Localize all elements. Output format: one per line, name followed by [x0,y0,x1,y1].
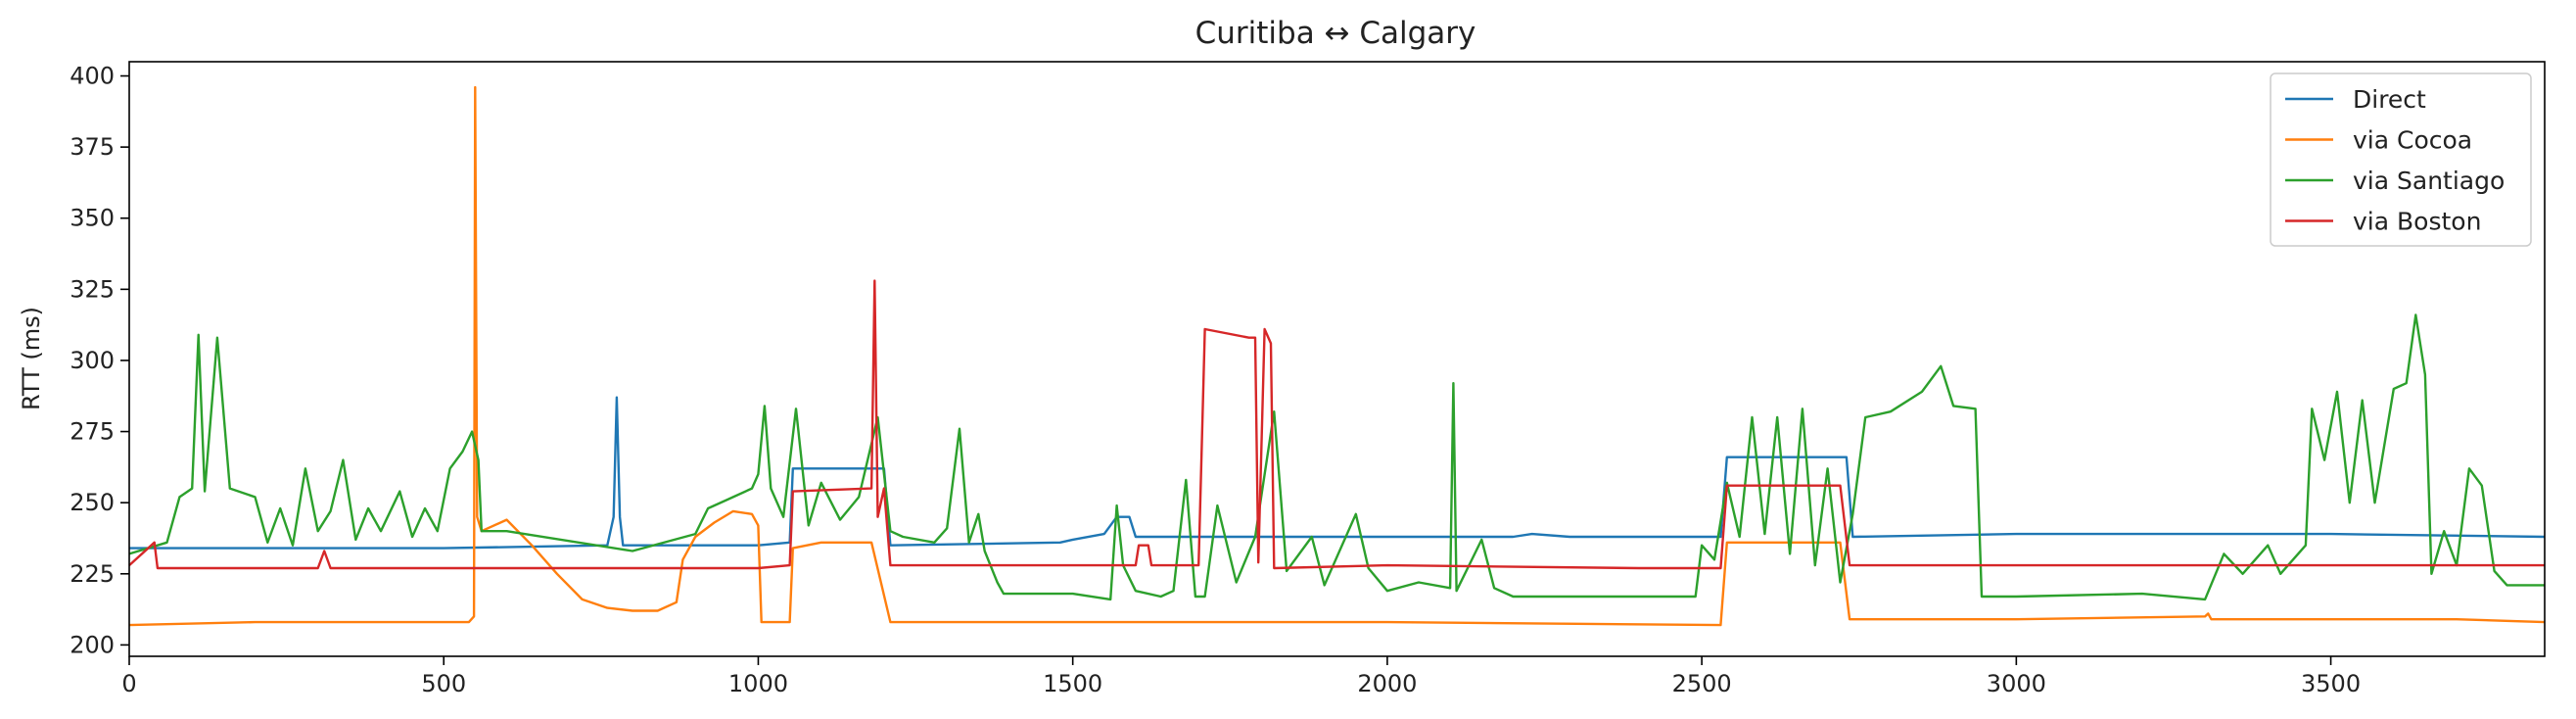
legend-label: via Cocoa [2353,126,2472,155]
y-tick-label: 250 [70,489,115,516]
y-tick-label: 350 [70,205,115,232]
x-tick-label: 500 [421,670,466,697]
x-tick-label: 1000 [728,670,788,697]
series-line-2 [128,313,2545,601]
y-tick-label: 375 [70,133,115,161]
y-axis-ticks: 200 225 250 275 300 325 350 375 400 [70,63,129,658]
series-line-1 [128,85,2546,627]
x-tick-label: 3000 [1987,670,2046,697]
x-tick-label: 1500 [1043,670,1102,697]
legend-label: Direct [2353,85,2426,114]
legend-label: via Santiago [2353,167,2505,195]
x-tick-label: 3500 [2301,670,2361,697]
plot-lines [128,85,2546,627]
legend-box [2270,72,2532,247]
series-line-3 [128,279,2545,570]
y-tick-label: 400 [70,63,115,90]
y-tick-label: 225 [70,560,115,588]
legend: Direct via Cocoa via Santiago via Boston [2270,72,2532,247]
legend-label: via Boston [2353,208,2481,236]
y-axis-label: RTT (ms) [18,307,45,410]
chart-title: Curitiba ↔ Calgary [1195,16,1476,51]
y-tick-label: 325 [70,275,115,303]
y-tick-label: 275 [70,418,115,446]
y-tick-label: 300 [70,347,115,374]
x-tick-label: 0 [121,670,136,697]
x-tick-label: 2500 [1672,670,1732,697]
x-axis-ticks: 0 500 1000 1500 2000 2500 3000 3500 [121,656,2361,697]
y-tick-label: 200 [70,631,115,658]
x-tick-label: 2000 [1357,670,1417,697]
plot-frame [128,61,2546,657]
